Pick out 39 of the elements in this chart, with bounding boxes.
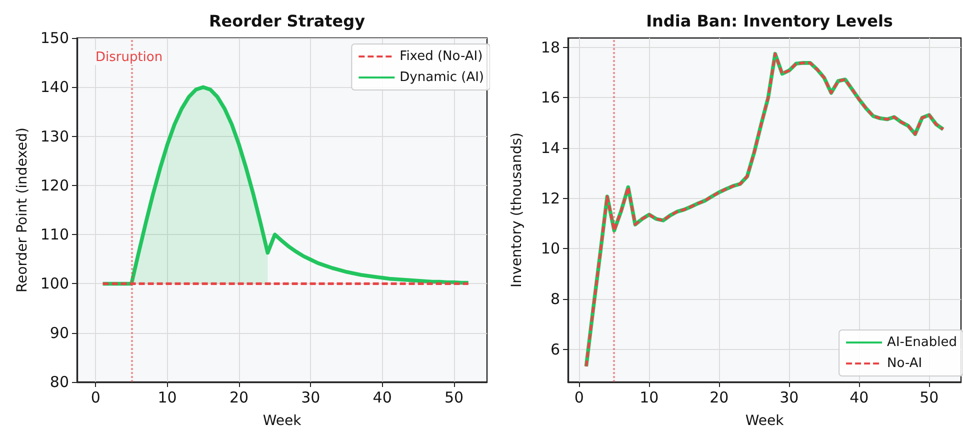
x-tick-label: 30 [780,388,799,406]
y-tick-label: 110 [40,226,69,244]
x-axis-title: Week [745,413,785,429]
y-tick-label: 10 [540,240,560,258]
y-tick-label: 16 [540,88,560,107]
legend-label: Fixed (No-AI) [400,49,483,64]
y-tick-label: 150 [40,29,69,47]
x-tick-label: 40 [850,388,869,406]
y-tick-label: 18 [540,38,560,56]
y-tick-label: 100 [40,274,69,293]
x-tick-label: 0 [574,388,584,406]
x-tick-label: 10 [158,388,177,406]
x-tick-label: 10 [640,388,659,406]
y-axis-title: Reorder Point (indexed) [14,128,30,292]
x-tick-label: 0 [90,388,100,406]
y-tick-label: 14 [540,138,560,157]
y-axis-title: Inventory (thousands) [509,132,525,288]
y-tick-label: 140 [40,78,69,96]
legend-label: No-AI [887,356,922,371]
y-tick-label: 90 [50,324,69,342]
chart-title: India Ban: Inventory Levels [646,12,893,30]
line-series [100,85,470,286]
x-axis-title: Week [262,413,302,429]
x-tick-label: 50 [444,388,464,406]
y-tick-label: 80 [50,373,69,391]
x-tick-label: 50 [920,388,939,406]
x-tick-label: 40 [372,388,392,406]
chart-title: Reorder Strategy [208,12,366,30]
ref-line-label: Disruption [95,50,163,65]
y-tick-label: 120 [40,176,69,194]
x-tick-label: 20 [710,388,729,406]
y-tick-label: 8 [550,290,560,308]
y-tick-label: 6 [550,340,560,358]
legend-label: AI-Enabled [887,335,957,350]
legend-label: Dynamic (AI) [400,70,484,85]
y-tick-label: 130 [40,127,69,146]
x-tick-label: 20 [229,388,249,406]
x-tick-label: 30 [301,388,320,406]
y-tick-label: 12 [540,189,560,208]
